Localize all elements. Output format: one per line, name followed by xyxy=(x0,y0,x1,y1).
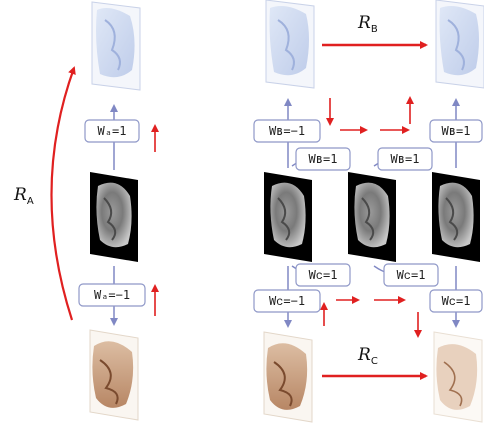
right-blue-histology-1 xyxy=(265,0,315,89)
right-mri-1 xyxy=(264,172,312,262)
svg-text:Wʙ=1: Wʙ=1 xyxy=(309,152,338,166)
wa-bottom-box: Wₐ=−1 xyxy=(78,283,146,307)
r-b-label: RB xyxy=(357,13,378,35)
wc-mid2-box: Wᴄ=1 xyxy=(383,263,439,287)
r-c-label: RC xyxy=(357,345,378,367)
wb-mid1-box: Wʙ=1 xyxy=(295,147,351,171)
left-brown-histology xyxy=(89,329,139,421)
right-mri-3 xyxy=(432,172,480,262)
wb-right-box: Wʙ=1 xyxy=(429,119,483,143)
r-a-arrow xyxy=(50,66,76,321)
right-brown-histology-1 xyxy=(263,331,313,423)
svg-text:Wₐ=−1: Wₐ=−1 xyxy=(94,288,130,302)
left-mri xyxy=(90,172,138,262)
right-mri-2 xyxy=(348,172,396,262)
svg-text:Wʙ=−1: Wʙ=−1 xyxy=(269,124,305,138)
svg-text:Wᴄ=−1: Wᴄ=−1 xyxy=(269,294,305,308)
svg-text:Wᴄ=1: Wᴄ=1 xyxy=(442,294,471,308)
wc-mid1-box: Wᴄ=1 xyxy=(295,263,351,287)
wa-top-box: Wₐ=1 xyxy=(84,119,140,143)
wb-mid2-box: Wʙ=1 xyxy=(377,147,433,171)
svg-text:Wʙ=1: Wʙ=1 xyxy=(391,152,420,166)
svg-text:Wᴄ=1: Wᴄ=1 xyxy=(397,268,426,282)
wc-right-box: Wᴄ=1 xyxy=(429,289,483,313)
right-brown-histology-2 xyxy=(433,331,483,423)
svg-text:Wₐ=1: Wₐ=1 xyxy=(98,124,127,138)
right-blue-histology-2 xyxy=(435,0,484,89)
svg-text:Wᴄ=1: Wᴄ=1 xyxy=(309,268,338,282)
left-blue-histology xyxy=(91,1,141,91)
svg-text:Wʙ=1: Wʙ=1 xyxy=(442,124,471,138)
r-a-label: RA xyxy=(13,185,34,207)
wc-left-box: Wᴄ=−1 xyxy=(253,289,321,313)
wb-left-box: Wʙ=−1 xyxy=(253,119,321,143)
